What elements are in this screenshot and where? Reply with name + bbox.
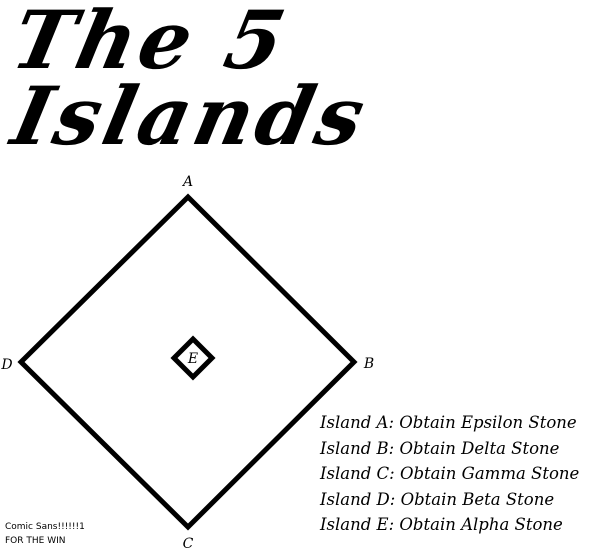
vertex-label-d: D [0,357,12,373]
legend-item-e: Island E: Obtain Alpha Stone [320,515,563,534]
corner-note-line-1: Comic Sans!!!!!!1 [5,522,85,532]
outer-diamond [17,193,358,531]
legend-item-b: Island B: Obtain Delta Stone [320,438,560,458]
island-legend: Island A: Obtain Epsilon Stone Island B:… [320,410,579,538]
center-island-diamond [170,335,216,381]
legend-item-c: Island C: Obtain Gamma Stone [320,464,580,483]
legend-item-a: Island A: Obtain Epsilon Stone [320,413,577,432]
legend-item-d: Island D: Obtain Beta Stone [320,489,555,509]
corner-note-line-2: FOR THE WIN [5,536,66,546]
vertex-label-a: A [181,174,193,190]
corner-note: Comic Sans!!!!!!1 FOR THE WIN [5,520,85,548]
vertex-label-c: C [183,536,194,552]
vertex-label-b: B [363,356,374,372]
center-label-e: E [187,351,198,367]
